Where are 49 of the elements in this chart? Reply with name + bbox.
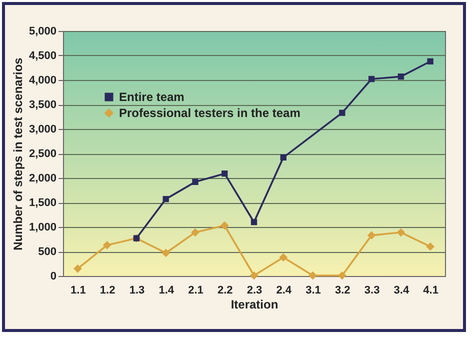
x-tick-label: 3.2: [335, 284, 350, 296]
y-tick-label: 2,500: [28, 148, 56, 160]
point: [162, 196, 169, 202]
point: [162, 248, 170, 258]
x-tick-label: 3.1: [306, 284, 321, 296]
point: [280, 154, 286, 160]
y-tick-label: 1,500: [28, 197, 56, 209]
point: [339, 110, 346, 116]
point: [191, 228, 200, 237]
point: [427, 58, 434, 64]
y-tick-label: 0: [50, 270, 56, 282]
x-tick-label: 1.4: [158, 284, 175, 296]
legend-label: Entire team: [119, 90, 184, 104]
x-tick-label: 1.1: [70, 284, 86, 296]
point: [222, 170, 228, 177]
point: [220, 221, 229, 230]
x-tick-label: 1.3: [129, 284, 145, 296]
x-tick-label: 1.2: [100, 284, 116, 296]
y-tick-label: 3,000: [28, 124, 56, 136]
point: [250, 271, 258, 280]
point: [192, 178, 198, 185]
point: [398, 73, 404, 80]
y-tick-label: 5,000: [28, 26, 56, 38]
point: [368, 76, 375, 82]
point: [396, 228, 406, 237]
x-tick-label: 4.1: [423, 284, 438, 296]
x-axis-title: Iteration: [230, 298, 278, 312]
point: [338, 271, 346, 280]
x-tick-label: 2.1: [188, 284, 204, 296]
point: [74, 264, 82, 273]
point: [279, 253, 288, 262]
y-axis-title: Number of steps in test scenarios: [10, 57, 25, 250]
legend-label: Professional testers in the team: [119, 106, 300, 120]
y-tick-label: 1,000: [28, 222, 56, 234]
y-tick-label: 4,500: [28, 50, 56, 62]
x-tick-label: 2.3: [246, 284, 262, 296]
point: [250, 219, 258, 226]
point: [426, 242, 434, 251]
y-tick-label: 2,000: [28, 172, 56, 184]
y-tick-label: 500: [38, 246, 56, 258]
x-tick-label: 3.4: [394, 284, 410, 296]
point: [367, 231, 376, 240]
point: [308, 271, 317, 280]
point: [102, 240, 112, 250]
y-tick-label: 4,000: [28, 74, 56, 86]
x-tick-label: 2.4: [276, 284, 292, 296]
x-tick-label: 2.2: [217, 284, 233, 296]
x-tick-label: 3.3: [364, 284, 380, 296]
y-tick-label: 3,500: [28, 99, 56, 111]
